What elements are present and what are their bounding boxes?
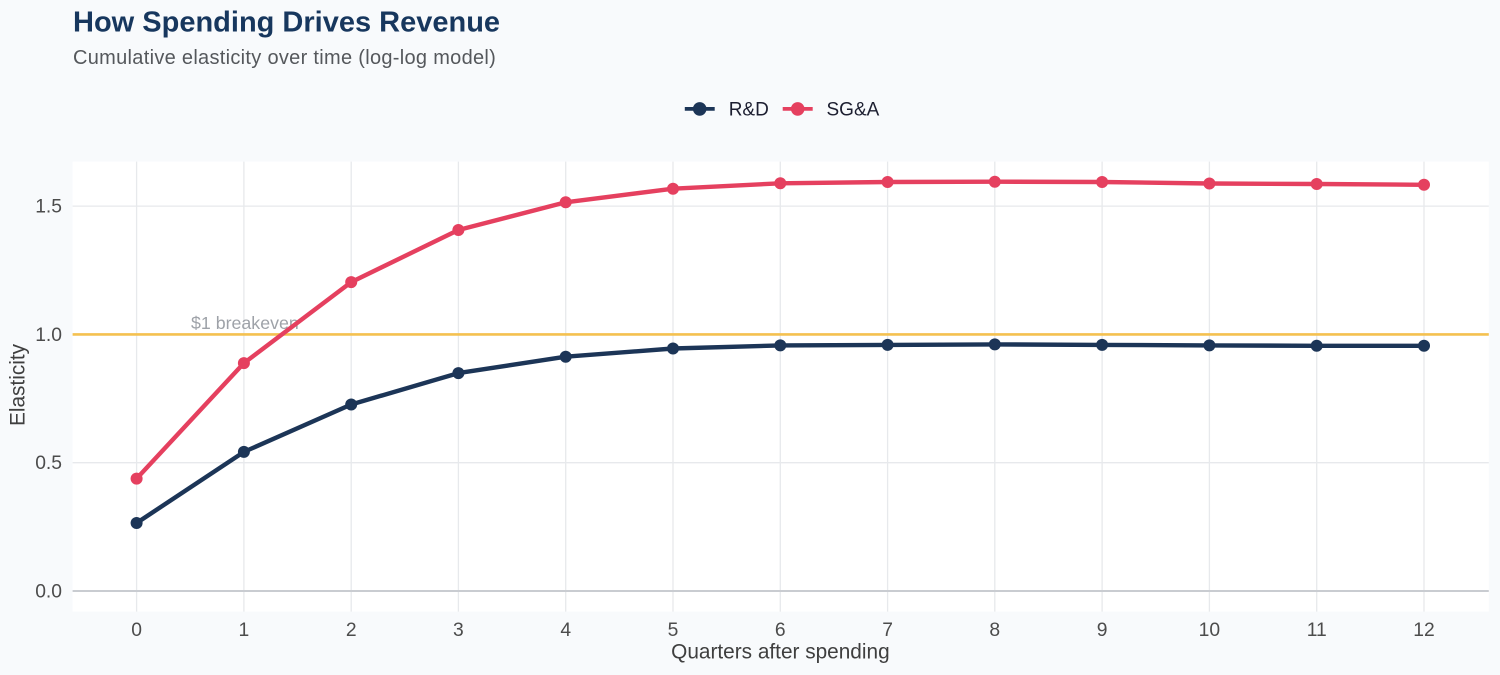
svg-text:12: 12 <box>1413 620 1434 641</box>
svg-text:11: 11 <box>1307 620 1327 641</box>
svg-text:Elasticity: Elasticity <box>7 343 30 426</box>
svg-text:4: 4 <box>560 620 571 641</box>
svg-text:9: 9 <box>1097 620 1108 641</box>
svg-text:6: 6 <box>775 620 786 641</box>
svg-text:2: 2 <box>346 620 357 641</box>
svg-text:SG&A: SG&A <box>827 100 880 121</box>
svg-text:R&D: R&D <box>729 100 769 121</box>
svg-text:8: 8 <box>989 620 1000 641</box>
svg-text:How Spending Drives Revenue: How Spending Drives Revenue <box>73 7 500 39</box>
svg-text:7: 7 <box>882 620 893 641</box>
svg-text:1.0: 1.0 <box>35 325 62 346</box>
svg-text:0.5: 0.5 <box>35 453 62 474</box>
svg-text:$1 breakeven: $1 breakeven <box>191 313 299 333</box>
svg-text:0: 0 <box>131 620 142 641</box>
svg-text:Quarters after spending: Quarters after spending <box>671 641 890 664</box>
svg-text:10: 10 <box>1199 620 1220 641</box>
svg-text:3: 3 <box>453 620 464 641</box>
svg-text:1: 1 <box>239 620 250 641</box>
svg-text:1.5: 1.5 <box>35 197 62 218</box>
svg-text:Cumulative elasticity over tim: Cumulative elasticity over time (log-log… <box>73 47 496 69</box>
svg-text:0.0: 0.0 <box>35 582 62 603</box>
svg-text:5: 5 <box>668 620 679 641</box>
